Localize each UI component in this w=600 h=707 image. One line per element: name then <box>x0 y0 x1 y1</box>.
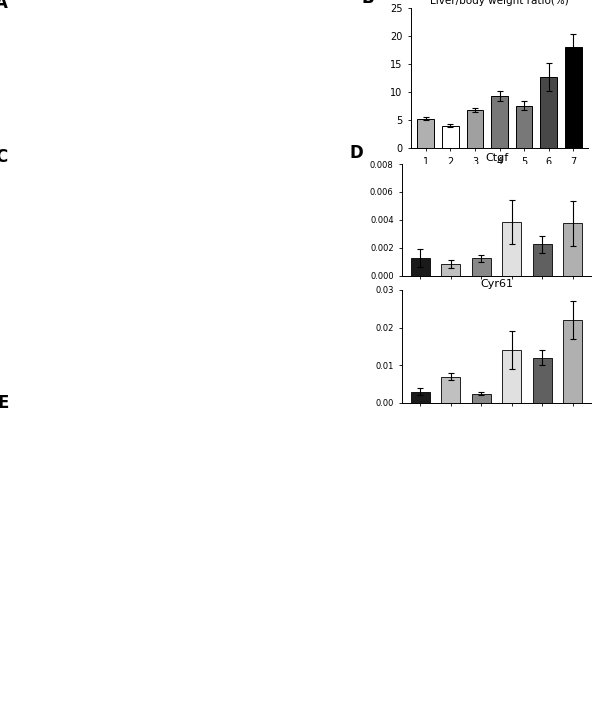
Bar <box>502 222 521 276</box>
Bar <box>467 110 483 148</box>
Bar <box>442 126 458 148</box>
Bar <box>442 377 460 403</box>
Bar <box>533 358 551 403</box>
Bar <box>472 258 491 276</box>
Title: Ctgf: Ctgf <box>485 153 508 163</box>
Text: E: E <box>0 394 8 412</box>
Bar <box>541 77 557 148</box>
Text: D: D <box>349 144 363 162</box>
Bar <box>411 392 430 403</box>
Bar <box>563 320 582 403</box>
Bar <box>516 106 532 148</box>
Bar <box>533 245 551 276</box>
Title: Cyr61: Cyr61 <box>480 279 513 289</box>
Bar <box>491 96 508 148</box>
Bar <box>442 264 460 276</box>
Title: Liver/body weight ratio(%): Liver/body weight ratio(%) <box>430 0 569 6</box>
Bar <box>411 258 430 276</box>
Text: A: A <box>0 0 8 11</box>
Bar <box>472 394 491 403</box>
Text: B: B <box>361 0 374 7</box>
Bar <box>418 119 434 148</box>
Bar <box>565 47 581 148</box>
Bar <box>563 223 582 276</box>
Text: C: C <box>0 148 8 166</box>
Bar <box>502 350 521 403</box>
